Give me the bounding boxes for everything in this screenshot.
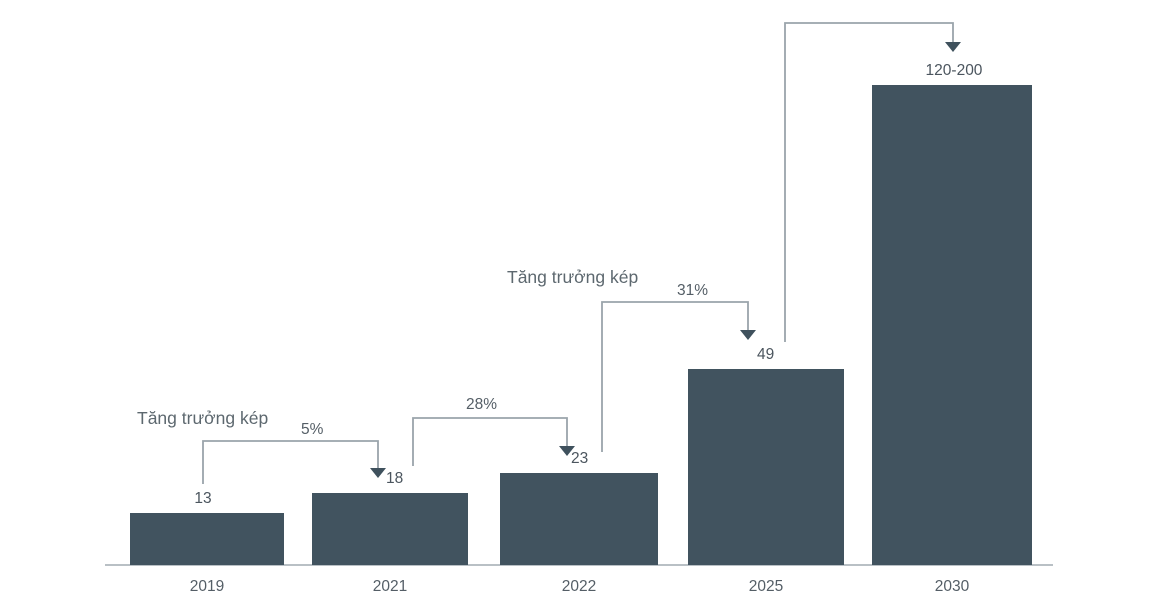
bar-2025 — [688, 369, 844, 565]
growth-pct-28: 28% — [466, 396, 498, 413]
growth-pct-5: 5% — [301, 421, 324, 438]
x-axis-line — [105, 564, 1053, 566]
growth-heading-2: Tăng trưởng kép — [507, 267, 639, 287]
value-label-2021: 18 — [386, 470, 404, 487]
growth-arrow-2019-2021 — [202, 440, 386, 484]
growth-pct-31: 31% — [677, 282, 709, 299]
value-label-2025: 49 — [757, 346, 775, 363]
growth-arrow-2025-2030 — [784, 22, 961, 342]
bar-2030 — [872, 85, 1032, 565]
x-tick-2030: 2030 — [934, 578, 970, 595]
bar-2019 — [130, 513, 284, 565]
value-label-2030: 120-200 — [925, 62, 983, 79]
bar-2021 — [312, 493, 468, 565]
bar-2022 — [500, 473, 658, 565]
x-tick-2021: 2021 — [372, 578, 408, 595]
x-tick-2025: 2025 — [748, 578, 784, 595]
x-tick-2022: 2022 — [561, 578, 597, 595]
growth-arrow-2021-2022 — [412, 417, 575, 466]
value-label-2019: 13 — [194, 490, 212, 507]
growth-heading-1: Tăng trưởng kép — [137, 408, 269, 428]
x-tick-2019: 2019 — [189, 578, 225, 595]
growth-arrow-2022-2025 — [601, 301, 756, 452]
value-label-2022: 23 — [571, 450, 589, 467]
